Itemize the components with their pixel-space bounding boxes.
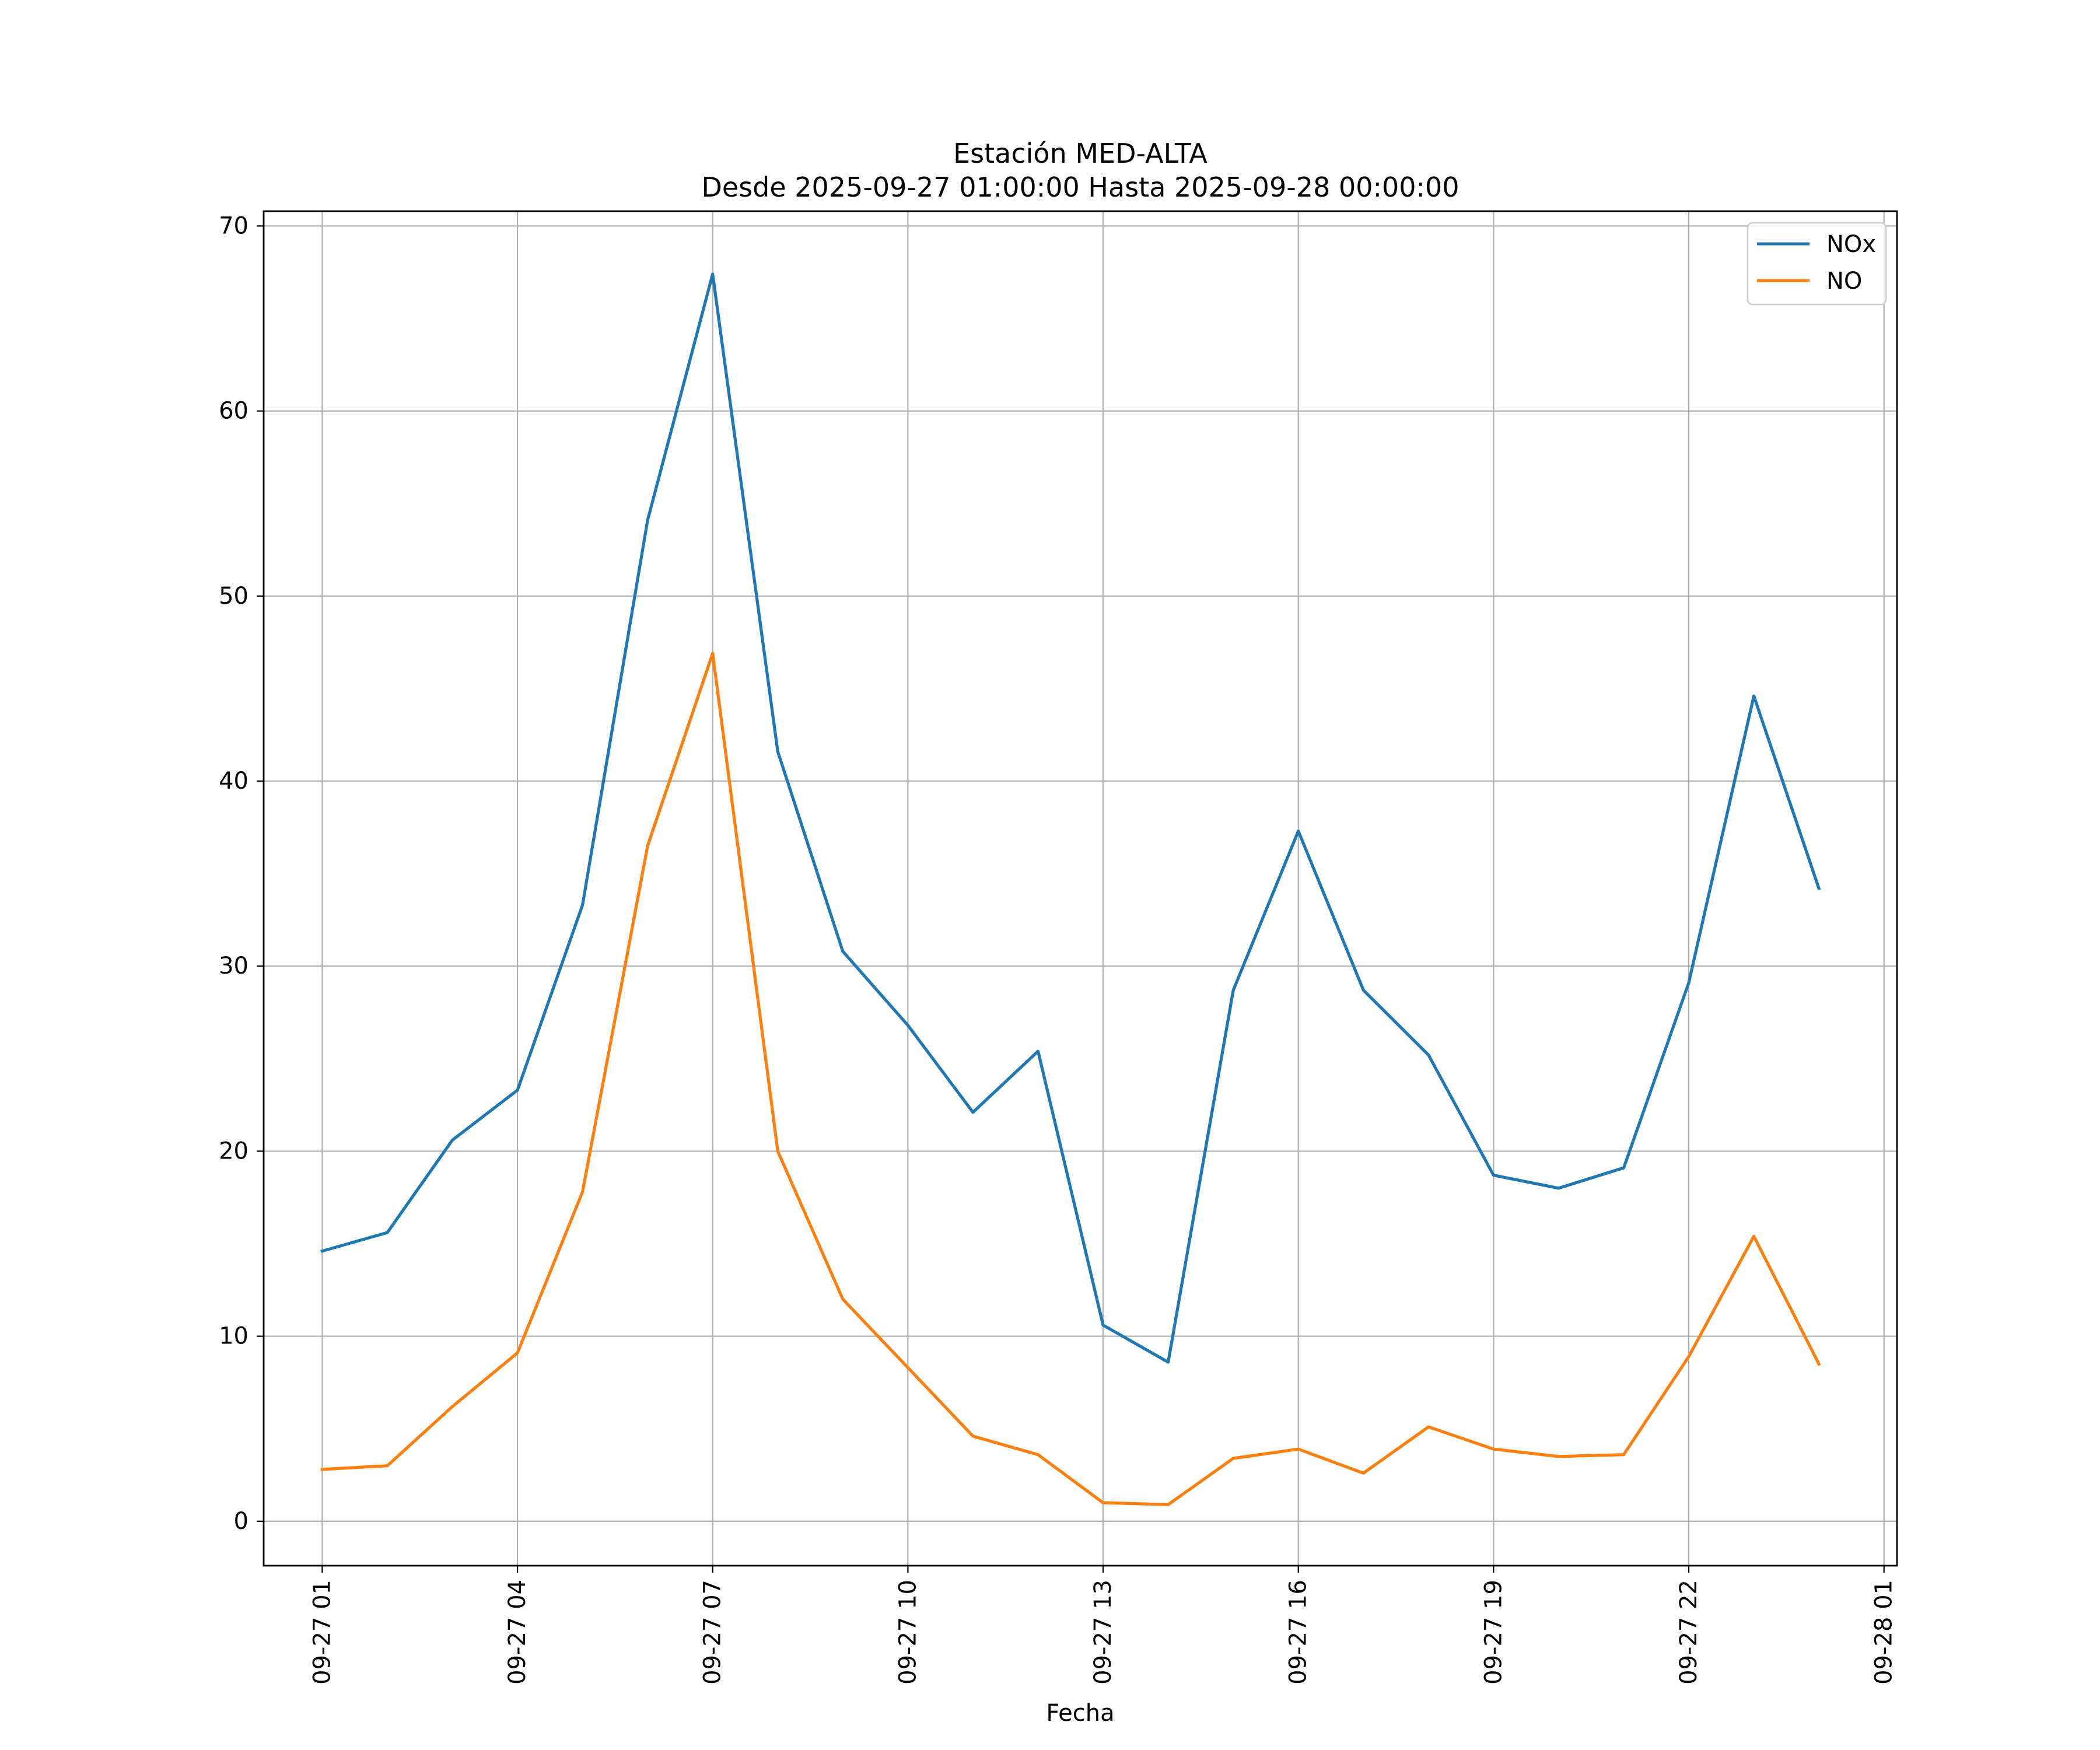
axes-frame <box>262 210 1898 1567</box>
x-tick-label: 09-27 22 <box>1675 1580 1702 1685</box>
x-tick-label: 09-27 10 <box>894 1580 921 1685</box>
y-tick-label: 60 <box>219 398 249 425</box>
y-tick-label: 50 <box>219 583 249 610</box>
x-tick-label: 09-27 16 <box>1285 1580 1312 1685</box>
y-tick-label: 0 <box>234 1508 249 1535</box>
y-tick-label: 30 <box>219 953 249 979</box>
legend-label-nox: NOx <box>1826 231 1876 258</box>
series-line-nox <box>320 272 1821 1364</box>
series-layer <box>320 272 1821 1506</box>
y-tick-label: 70 <box>219 212 249 239</box>
legend: NOx NO <box>1746 222 1887 306</box>
grid <box>264 211 1897 1566</box>
y-tick-label: 40 <box>219 768 249 794</box>
x-tick-label: 09-27 01 <box>309 1580 335 1685</box>
legend-label-no: NO <box>1826 268 1862 295</box>
x-tick-label: 09-27 19 <box>1480 1580 1507 1685</box>
x-tick-label: 09-28 01 <box>1871 1580 1898 1685</box>
x-axis-label: Fecha <box>1046 1700 1114 1727</box>
x-tick-label: 09-27 04 <box>504 1580 531 1685</box>
x-tick-label: 09-27 07 <box>699 1580 726 1685</box>
series-line-no <box>320 652 1821 1506</box>
chart-subtitle: Desde 2025-09-27 01:00:00 Hasta 2025-09-… <box>701 172 1459 203</box>
y-tick-label: 20 <box>219 1138 249 1164</box>
chart-title: Estación MED-ALTA <box>953 138 1208 169</box>
x-tick-label: 09-27 13 <box>1090 1580 1116 1685</box>
y-tick-label: 10 <box>219 1323 249 1350</box>
ticks: 09-27 01 09-27 04 09-27 07 09-27 10 09-27 13… <box>219 212 1898 1684</box>
